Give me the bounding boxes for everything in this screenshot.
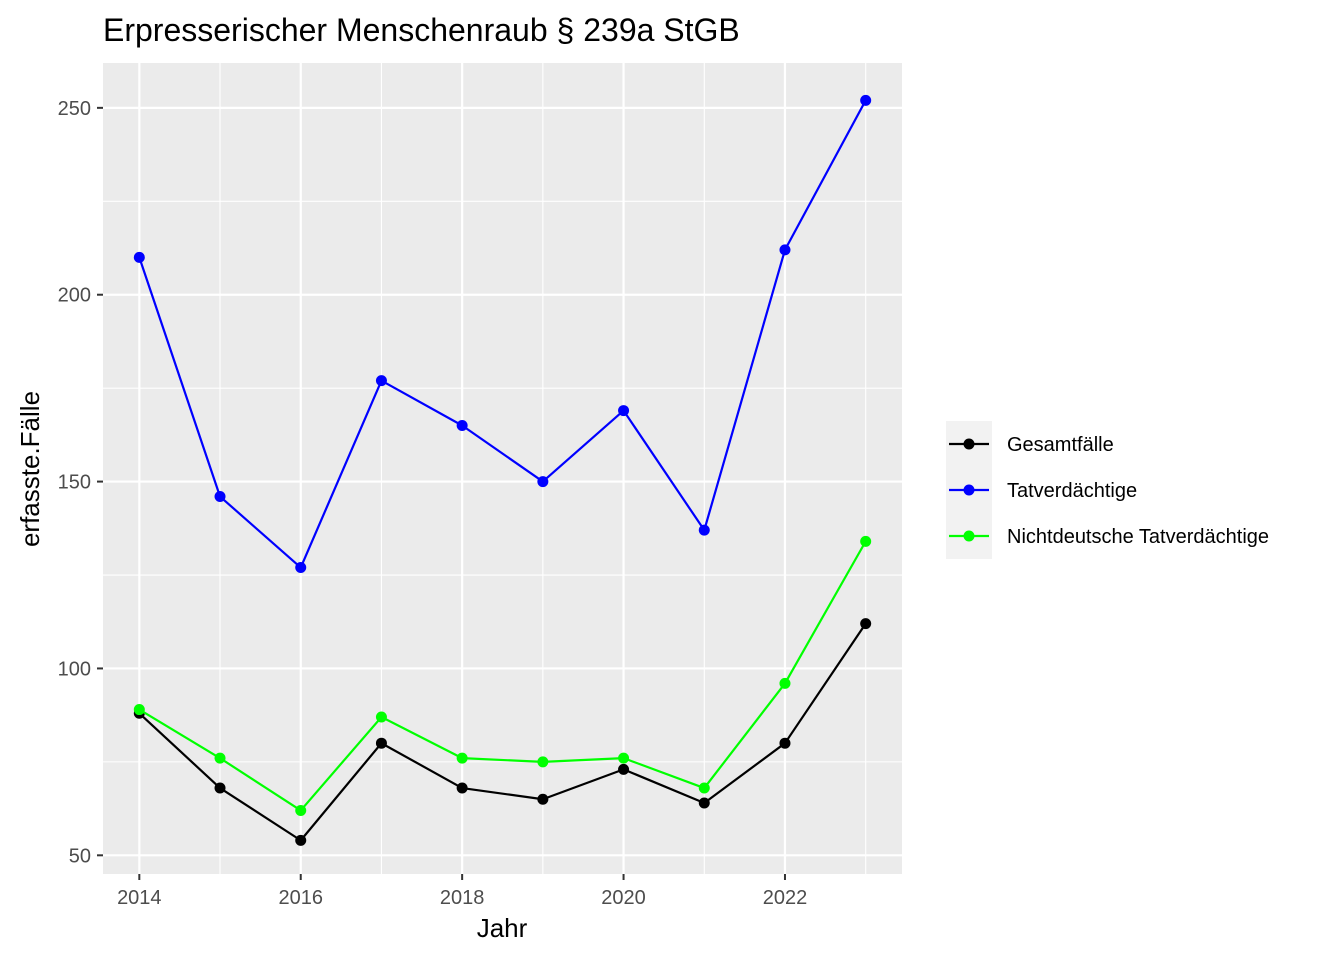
data-point — [295, 804, 307, 816]
axes: 2014 2016 2018 2020 2022 50 100 150 200 250 — [58, 98, 808, 909]
data-point — [375, 711, 387, 723]
data-point — [698, 797, 710, 809]
data-point — [618, 752, 630, 764]
legend-item: Gesamtfälle — [949, 434, 1114, 456]
x-tick-label: 2018 — [440, 887, 485, 909]
data-point — [779, 677, 791, 689]
legend-label: Tatverdächtige — [1007, 480, 1137, 502]
legend-key-point — [963, 438, 975, 450]
plot-panel — [103, 63, 902, 874]
legend-label: Gesamtfälle — [1007, 434, 1114, 456]
data-point — [779, 244, 791, 256]
legend: Gesamtfälle Tatverdächtige Nichtdeutsche T… — [946, 421, 1269, 559]
data-point — [698, 524, 710, 536]
data-point — [537, 756, 549, 768]
series-line — [138, 540, 867, 812]
y-tick-label: 100 — [58, 658, 91, 680]
series-2 — [133, 535, 872, 816]
data-point — [618, 763, 630, 775]
data-point — [133, 251, 145, 263]
data-point — [295, 562, 307, 574]
minor-gridlines — [103, 63, 902, 874]
data-point — [860, 535, 872, 547]
data-point — [133, 704, 145, 716]
data-point — [537, 476, 549, 488]
x-tick-label: 2016 — [278, 887, 323, 909]
data-point — [214, 752, 226, 764]
legend-item: Nichtdeutsche Tatverdächtige — [949, 526, 1269, 548]
legend-key-point — [963, 484, 975, 496]
legend-key-point — [963, 530, 975, 542]
y-tick-label: 50 — [69, 845, 91, 867]
series-0 — [133, 618, 872, 846]
x-tick-label: 2022 — [763, 887, 808, 909]
y-tick-label: 150 — [58, 472, 91, 494]
data-point — [860, 94, 872, 106]
data-point — [375, 737, 387, 749]
data-point — [375, 375, 387, 387]
legend-label: Nichtdeutsche Tatverdächtige — [1007, 526, 1269, 548]
series-1 — [133, 94, 872, 574]
data-point — [214, 782, 226, 794]
chart-title: Erpresserischer Menschenraub § 239a StGB — [103, 12, 740, 48]
data-point — [456, 752, 468, 764]
series-line — [138, 622, 867, 842]
x-axis-title: Jahr — [477, 913, 528, 943]
series-line — [138, 99, 867, 569]
data-point — [456, 782, 468, 794]
data-point — [214, 491, 226, 503]
legend-item: Tatverdächtige — [949, 480, 1137, 502]
data-point — [618, 405, 630, 417]
data-point — [860, 618, 872, 630]
data-point — [779, 737, 791, 749]
y-tick-label: 200 — [58, 285, 91, 307]
data-point — [295, 834, 307, 846]
y-axis-title: erfasste.Fälle — [15, 391, 45, 547]
series-layer — [133, 94, 872, 846]
y-tick-label: 250 — [58, 98, 91, 120]
data-point — [456, 420, 468, 432]
data-point — [698, 782, 710, 794]
x-tick-label: 2014 — [117, 887, 162, 909]
x-tick-label: 2020 — [601, 887, 646, 909]
data-point — [537, 793, 549, 805]
